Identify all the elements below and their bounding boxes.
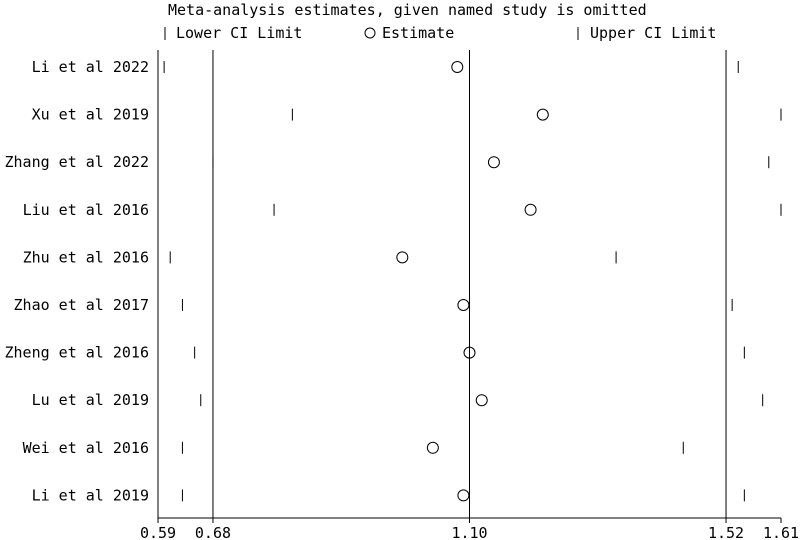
estimate-marker xyxy=(396,251,409,264)
estimate-marker xyxy=(487,156,500,169)
x-tick-label-1: 0.68 xyxy=(195,524,231,540)
estimate-marker xyxy=(457,489,470,502)
estimate-marker xyxy=(463,346,476,359)
study-label: Li et al 2022 xyxy=(32,58,149,76)
legend: Lower CI Limit Estimate Upper CI Limit xyxy=(164,24,716,42)
x-tick-label-2: 1.10 xyxy=(451,524,487,540)
estimate-marker xyxy=(451,61,464,73)
study-label: Zhang et al 2022 xyxy=(5,153,150,171)
study-label: Zheng et al 2016 xyxy=(5,344,150,362)
x-axis-ticks: 0.59 0.68 1.10 1.52 1.61 xyxy=(140,518,799,540)
legend-estimate-label: Estimate xyxy=(382,24,454,42)
study-rows: Li et al 2022 Xu et al 2019 Zhang et al 20… xyxy=(5,58,782,504)
chart-title: Meta-analysis estimates, given named stu… xyxy=(168,1,647,19)
x-tick-label-4: 1.61 xyxy=(763,524,799,540)
estimate-marker xyxy=(536,108,549,121)
x-tick-label-3: 1.52 xyxy=(708,524,744,540)
legend-upper-label: Upper CI Limit xyxy=(590,24,716,42)
study-label: Wei et al 2016 xyxy=(23,439,149,457)
x-tick-label-0: 0.59 xyxy=(140,524,176,540)
study-label: Liu et al 2016 xyxy=(23,201,149,219)
study-label: Zhu et al 2016 xyxy=(23,248,149,266)
estimate-marker xyxy=(475,394,488,407)
study-label: Xu et al 2019 xyxy=(32,106,149,124)
estimate-marker xyxy=(524,203,537,216)
study-label: Li et al 2019 xyxy=(32,486,149,504)
study-label: Lu et al 2019 xyxy=(32,391,149,409)
study-label: Zhao et al 2017 xyxy=(14,296,149,314)
legend-estimate-marker xyxy=(364,27,376,39)
estimate-marker xyxy=(426,441,439,454)
legend-lower-label: Lower CI Limit xyxy=(176,24,302,42)
estimate-marker xyxy=(457,299,470,311)
reference-lines xyxy=(212,50,727,518)
